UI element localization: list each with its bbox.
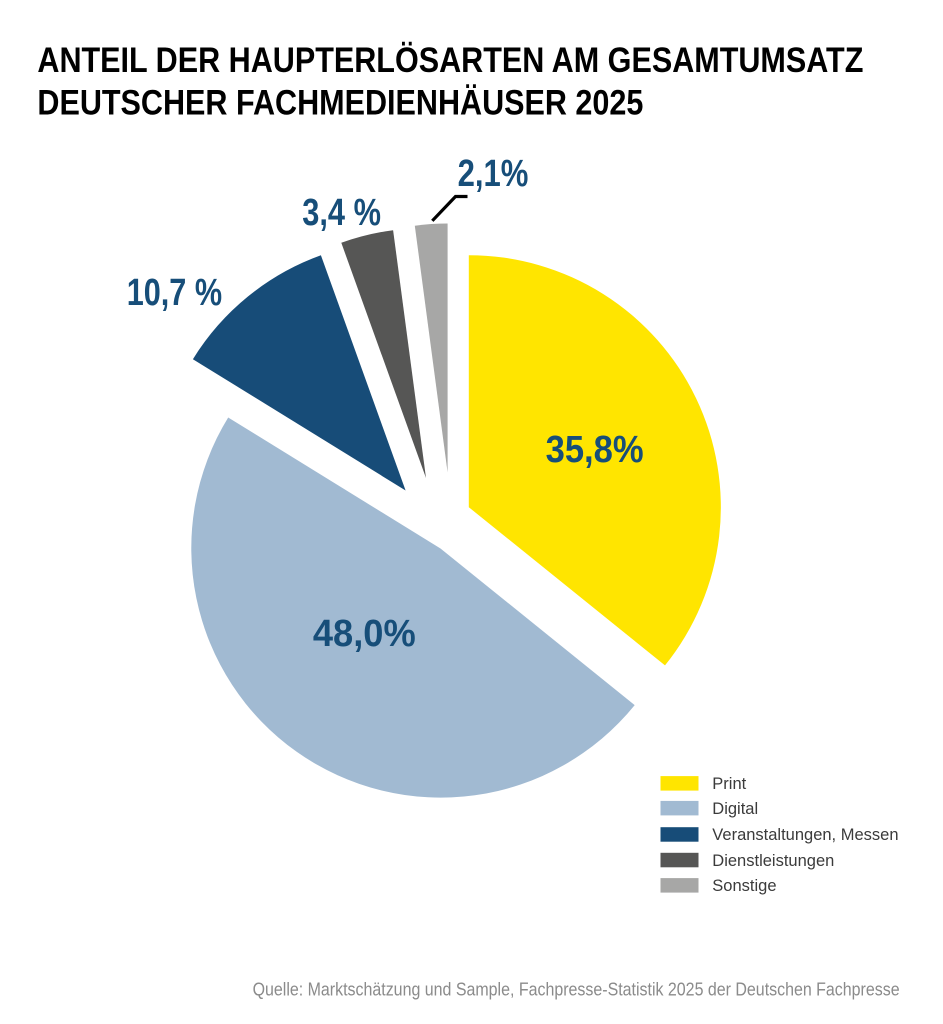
svg-text:Print: Print [712, 775, 746, 793]
svg-text:10,7 %: 10,7 % [127, 272, 222, 314]
svg-text:48,0%: 48,0% [313, 613, 416, 655]
svg-text:Quelle: Marktschätzung und Sam: Quelle: Marktschätzung und Sample, Fachp… [253, 979, 900, 999]
svg-text:3,4 %: 3,4 % [302, 192, 381, 234]
svg-text:35,8%: 35,8% [546, 429, 644, 471]
svg-text:Sonstige: Sonstige [712, 877, 776, 895]
svg-text:2,1%: 2,1% [458, 153, 529, 195]
svg-text:ANTEIL DER HAUPTERLÖSARTEN AM: ANTEIL DER HAUPTERLÖSARTEN AM GESAMTUMSA… [37, 41, 863, 80]
svg-text:Dienstleistungen: Dienstleistungen [712, 852, 834, 870]
svg-text:DEUTSCHER FACHMEDIENHÄUSER 202: DEUTSCHER FACHMEDIENHÄUSER 2025 [37, 83, 643, 122]
svg-text:Digital: Digital [712, 800, 758, 818]
svg-text:Veranstaltungen, Messen: Veranstaltungen, Messen [712, 826, 898, 844]
